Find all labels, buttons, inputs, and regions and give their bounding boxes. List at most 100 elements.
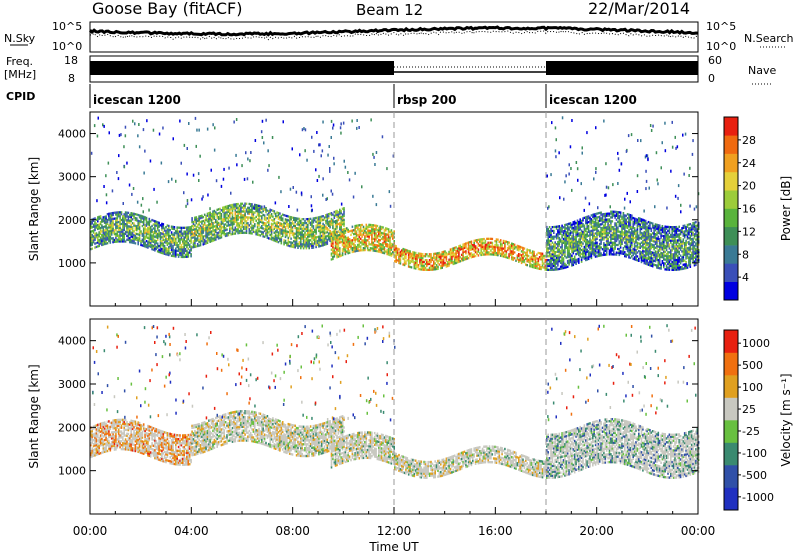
echo-cell (237, 228, 239, 230)
echo-cell (317, 240, 319, 242)
echo-cell (582, 225, 584, 227)
echo-cell (494, 244, 496, 246)
echo-cell (525, 264, 527, 266)
echo-cell (247, 211, 249, 213)
echo-cell (503, 240, 505, 242)
echo-cell (262, 222, 264, 224)
echo-cell (486, 244, 488, 246)
echo-cell (186, 227, 188, 229)
echo-cell (596, 242, 598, 244)
echo-cell (398, 252, 400, 254)
echo-cell (340, 235, 342, 237)
echo-cell (584, 217, 586, 219)
echo-cell (586, 231, 588, 233)
echo-cell (370, 243, 372, 245)
echo-cell (599, 220, 601, 222)
echo-cell (582, 235, 584, 237)
echo-cell (107, 227, 109, 229)
echo-cell (421, 266, 423, 268)
echo-cell (339, 234, 341, 236)
echo-cell (255, 210, 257, 212)
echo-cell (178, 230, 180, 232)
echo-cell (185, 250, 187, 252)
echo-cell (574, 240, 576, 242)
echo-cell (126, 212, 128, 214)
echo-cell (568, 252, 570, 254)
echo-cell (228, 215, 230, 217)
echo-cell (320, 233, 322, 235)
echo-cell (179, 250, 181, 252)
echo-cell (667, 241, 669, 243)
echo-cell (300, 237, 302, 239)
echo-cell (616, 211, 618, 213)
echo-cell (304, 243, 306, 245)
echo-cell (345, 245, 347, 247)
echo-cell (388, 232, 390, 234)
echo-cell (334, 217, 336, 219)
echo-cell (254, 225, 256, 227)
echo-cell (588, 250, 590, 252)
echo-cell (179, 246, 181, 248)
echo-cell (189, 226, 191, 228)
echo-cell (244, 203, 246, 205)
echo-cell (167, 224, 169, 226)
echo-cell (147, 237, 149, 239)
echo-cell (596, 213, 598, 215)
echo-cell (174, 234, 176, 236)
echo-cell (288, 241, 290, 243)
echo-cell (247, 207, 249, 209)
echo-cell (573, 239, 575, 241)
echo-cell (257, 204, 259, 206)
echo-cell (342, 213, 344, 215)
echo-cell (97, 220, 99, 222)
echo-cell (205, 225, 207, 227)
echo-cell (483, 238, 485, 240)
echo-cell (125, 213, 127, 215)
echo-cell (651, 230, 653, 232)
cpid-segment-label: rbsp 200 (397, 93, 456, 107)
echo-cell (624, 253, 626, 255)
echo-cell (592, 216, 594, 218)
echo-cell (512, 249, 514, 251)
echo-cell (574, 230, 576, 232)
echo-cell (561, 244, 563, 246)
echo-cell (656, 237, 658, 239)
echo-cell (96, 225, 98, 227)
echo-cell (176, 254, 178, 256)
echo-cell (560, 260, 562, 262)
echo-cell (525, 252, 527, 254)
echo-cell (614, 211, 616, 213)
echo-cell (188, 232, 190, 234)
echo-cell (154, 245, 156, 247)
echo-cell (585, 259, 587, 261)
echo-cell (374, 250, 376, 252)
echo-cell (137, 237, 139, 239)
echo-cell (357, 250, 359, 252)
echo-cell (627, 250, 629, 252)
echo-cell (567, 235, 569, 237)
echo-cell (531, 258, 533, 260)
echo-cell (540, 256, 542, 258)
echo-cell (586, 249, 588, 251)
echo-cell (338, 238, 340, 240)
echo-cell (322, 234, 324, 236)
echo-cell (649, 221, 651, 223)
echo-cell (592, 231, 594, 233)
echo-cell (303, 243, 305, 245)
echo-cell (97, 216, 99, 218)
echo-cell (136, 219, 138, 221)
echo-cell (512, 257, 514, 259)
echo-cell (461, 258, 463, 260)
echo-cell (589, 240, 591, 242)
echo-cell (304, 220, 306, 222)
echo-cell (504, 244, 506, 246)
echo-cell (292, 230, 294, 232)
echo-cell (385, 227, 387, 229)
echo-cell (165, 251, 167, 253)
echo-cell (641, 257, 643, 259)
echo-cell (132, 240, 134, 242)
echo-cell (645, 222, 647, 224)
echo-cell (214, 210, 216, 212)
echo-cell (361, 236, 363, 238)
echo-cell (605, 236, 607, 238)
